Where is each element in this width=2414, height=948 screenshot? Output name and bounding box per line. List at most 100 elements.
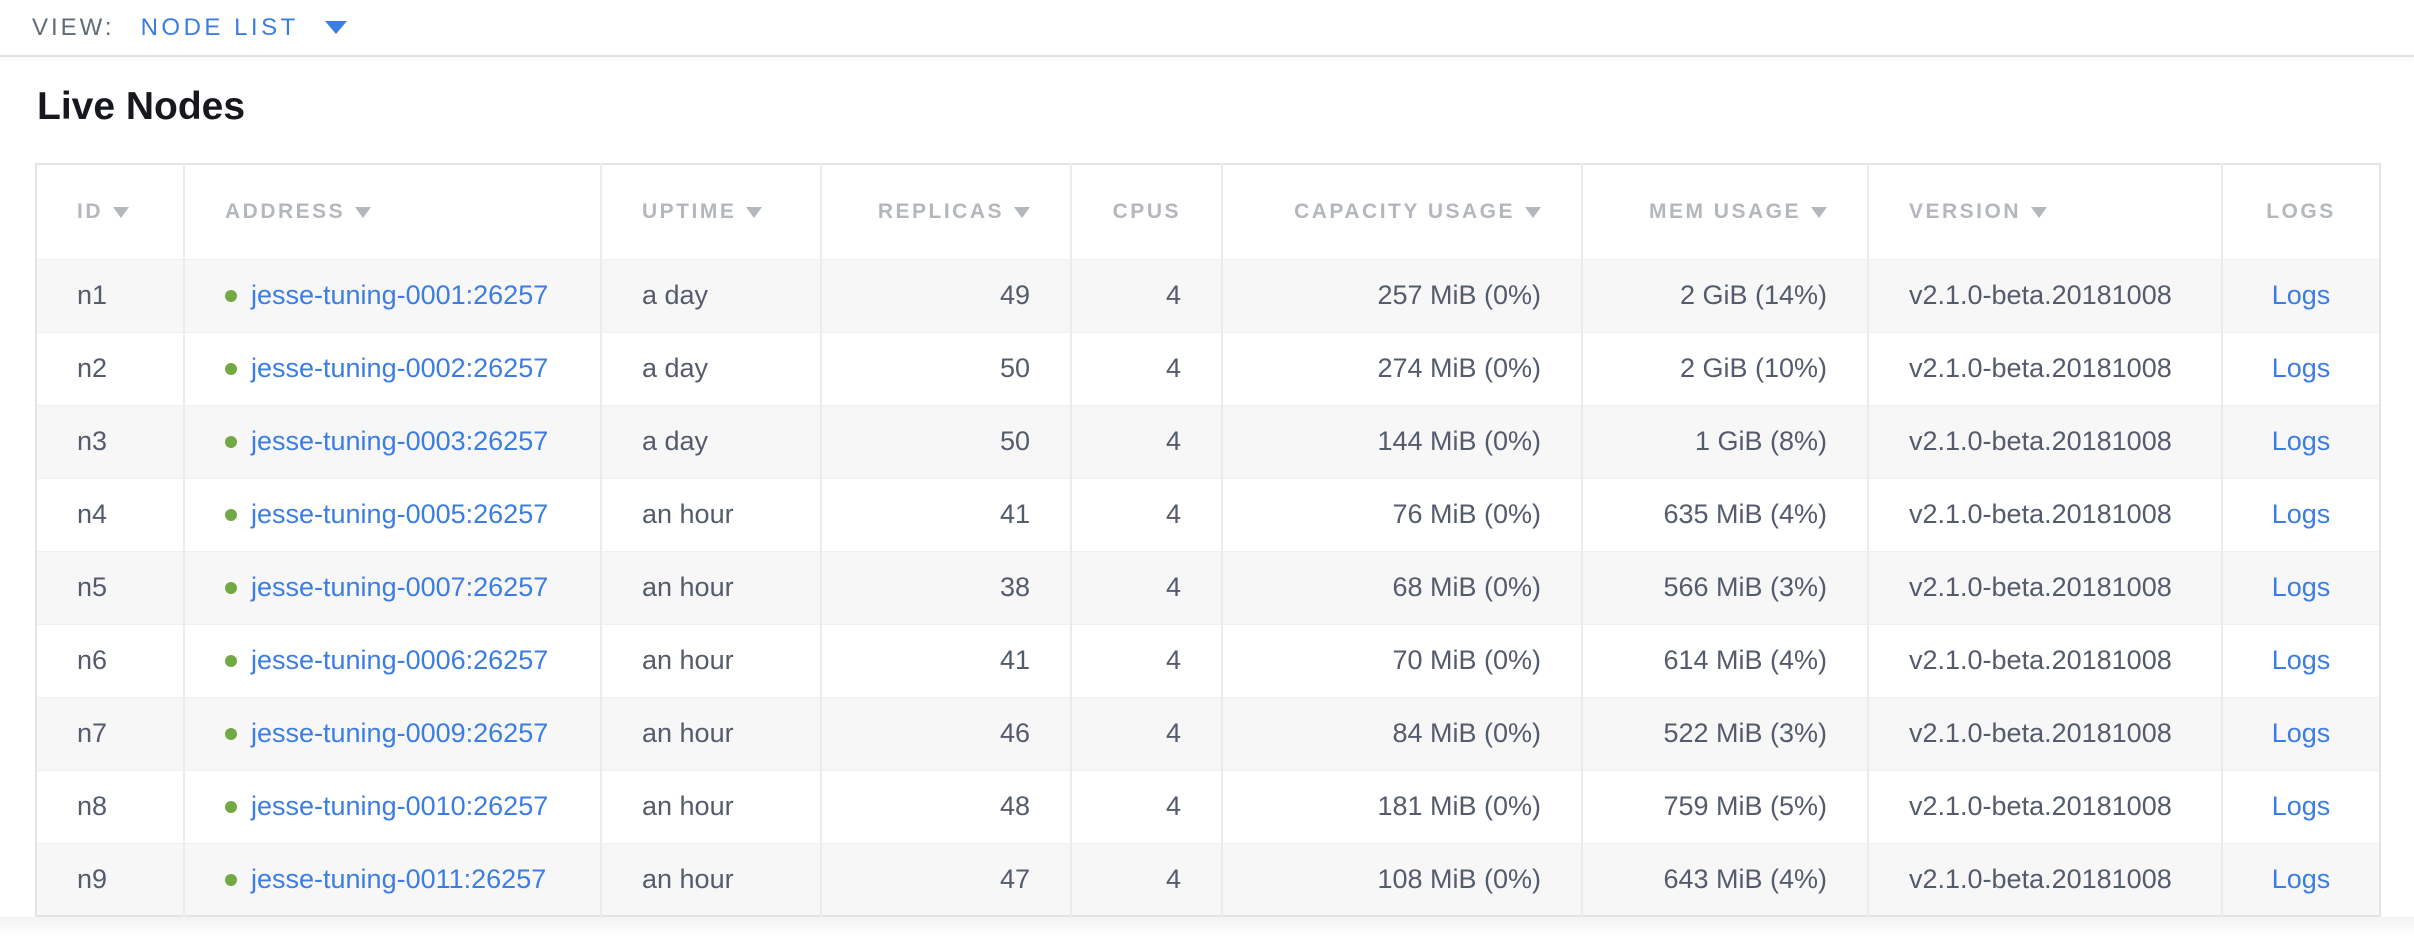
node-cpus-cell: 4 (1071, 623, 1223, 697)
node-logs-link[interactable]: Logs (2271, 791, 2331, 821)
node-version-cell: v2.1.0-beta.20181008 (1868, 477, 2223, 551)
column-header-version[interactable]: VERSION (1868, 164, 2223, 259)
node-logs-link[interactable]: Logs (2271, 863, 2331, 894)
column-header-address[interactable]: ADDRESS (184, 164, 602, 259)
node-address-link[interactable]: jesse-tuning-0009:26257 (251, 718, 549, 748)
sort-arrow-icon (1811, 206, 1827, 218)
node-address-link[interactable]: jesse-tuning-0011:26257 (251, 863, 547, 894)
node-replicas-cell: 49 (821, 258, 1072, 332)
node-uptime-cell: an hour (601, 477, 822, 551)
node-address-cell: jesse-tuning-0007:26257 (184, 550, 602, 624)
node-address-link[interactable]: jesse-tuning-0007:26257 (251, 572, 549, 602)
node-logs-cell: Logs (2222, 404, 2380, 478)
column-header-label: ADDRESS (225, 199, 346, 223)
node-id-cell: n4 (36, 477, 185, 551)
table-bottom-shadow (0, 917, 2414, 937)
view-label: VIEW: (32, 13, 115, 41)
sort-arrow-icon (2031, 206, 2048, 218)
node-status-healthy-icon (225, 582, 237, 594)
node-address-link[interactable]: jesse-tuning-0005:26257 (251, 499, 549, 529)
node-capacity-cell: 144 MiB (0%) (1222, 404, 1583, 478)
column-header-id[interactable]: ID (36, 164, 185, 259)
node-capacity-cell: 84 MiB (0%) (1222, 696, 1583, 770)
node-row-n2: n2 jesse-tuning-0002:26257 a day 50 4 274 MiB… (36, 331, 2380, 405)
node-id-cell: n8 (36, 769, 185, 843)
sort-arrow-icon (113, 206, 129, 218)
node-row-n5: n5 jesse-tuning-0007:26257 an hour 38 4 68 Mi… (36, 550, 2380, 624)
node-mem-cell: 614 MiB (4%) (1582, 623, 1869, 697)
node-logs-link[interactable]: Logs (2271, 280, 2331, 310)
node-version-cell: v2.1.0-beta.20181008 (1868, 404, 2223, 478)
column-header-label: CPUS (1112, 199, 1181, 223)
node-capacity-cell: 108 MiB (0%) (1222, 842, 1583, 916)
node-version-cell: v2.1.0-beta.20181008 (1868, 842, 2223, 916)
node-address-link[interactable]: jesse-tuning-0002:26257 (251, 353, 549, 383)
column-header-uptime[interactable]: UPTIME (601, 164, 822, 259)
column-header-capacity[interactable]: CAPACITY USAGE (1222, 164, 1583, 259)
node-status-healthy-icon (225, 436, 237, 448)
node-status-healthy-icon (225, 728, 237, 740)
sort-arrow-icon (746, 206, 763, 218)
node-id-cell: n9 (36, 842, 185, 916)
node-logs-link[interactable]: Logs (2271, 499, 2331, 529)
node-logs-cell: Logs (2222, 769, 2380, 843)
node-version-cell: v2.1.0-beta.20181008 (1868, 258, 2223, 332)
node-row-n3: n3 jesse-tuning-0003:26257 a day 50 4 144 MiB… (36, 404, 2380, 478)
node-version-cell: v2.1.0-beta.20181008 (1868, 550, 2223, 624)
node-address-cell: jesse-tuning-0002:26257 (184, 331, 602, 405)
node-uptime-cell: an hour (601, 623, 822, 697)
node-row-n9: n9 jesse-tuning-0011:26257 an hour 47 4 108 M… (36, 842, 2380, 916)
node-address-cell: jesse-tuning-0010:26257 (184, 769, 602, 843)
node-address-cell: jesse-tuning-0009:26257 (184, 696, 602, 770)
node-logs-cell: Logs (2222, 842, 2380, 916)
node-mem-cell: 522 MiB (3%) (1582, 696, 1869, 770)
node-capacity-cell: 76 MiB (0%) (1222, 477, 1583, 551)
node-address-link[interactable]: jesse-tuning-0010:26257 (251, 791, 549, 821)
node-logs-link[interactable]: Logs (2271, 353, 2331, 383)
node-replicas-cell: 47 (821, 842, 1072, 916)
node-cpus-cell: 4 (1071, 477, 1223, 551)
node-uptime-cell: an hour (601, 842, 822, 916)
column-header-label: ID (77, 199, 103, 223)
node-cpus-cell: 4 (1071, 550, 1223, 624)
sort-arrow-icon (1014, 206, 1030, 218)
column-header-label: LOGS (2266, 199, 2336, 223)
node-version-cell: v2.1.0-beta.20181008 (1868, 696, 2223, 770)
node-address-cell: jesse-tuning-0011:26257 (184, 842, 602, 916)
view-dropdown[interactable]: NODE LIST (141, 14, 347, 42)
column-header-label: REPLICAS (877, 199, 1004, 223)
node-address-link[interactable]: jesse-tuning-0006:26257 (251, 645, 549, 675)
node-address-cell: jesse-tuning-0005:26257 (184, 477, 602, 551)
node-row-n8: n8 jesse-tuning-0010:26257 an hour 48 4 181 M… (36, 769, 2380, 843)
node-capacity-cell: 274 MiB (0%) (1222, 331, 1583, 405)
node-uptime-cell: a day (601, 258, 822, 332)
node-logs-link[interactable]: Logs (2271, 718, 2331, 748)
node-address-link[interactable]: jesse-tuning-0001:26257 (251, 280, 549, 310)
node-logs-link[interactable]: Logs (2271, 572, 2331, 602)
node-id-cell: n3 (36, 404, 185, 478)
node-version-cell: v2.1.0-beta.20181008 (1868, 331, 2223, 405)
node-logs-link[interactable]: Logs (2271, 426, 2331, 456)
node-status-healthy-icon (225, 509, 237, 521)
node-mem-cell: 2 GiB (14%) (1582, 258, 1869, 332)
node-replicas-cell: 38 (821, 550, 1072, 624)
chevron-down-icon (324, 21, 347, 34)
node-capacity-cell: 70 MiB (0%) (1222, 623, 1583, 697)
node-address-link[interactable]: jesse-tuning-0003:26257 (251, 426, 549, 456)
view-selector-bar: VIEW: NODE LIST (0, 0, 2414, 57)
node-capacity-cell: 257 MiB (0%) (1222, 258, 1583, 332)
node-row-n4: n4 jesse-tuning-0005:26257 an hour 41 4 76 Mi… (36, 477, 2380, 551)
node-uptime-cell: an hour (601, 550, 822, 624)
page-title: Live Nodes (37, 85, 246, 128)
column-header-replicas[interactable]: REPLICAS (821, 164, 1072, 259)
node-replicas-cell: 48 (821, 769, 1072, 843)
node-logs-link[interactable]: Logs (2271, 645, 2331, 675)
node-cpus-cell: 4 (1071, 769, 1223, 843)
node-version-cell: v2.1.0-beta.20181008 (1868, 769, 2223, 843)
node-status-healthy-icon (225, 801, 237, 813)
node-capacity-cell: 68 MiB (0%) (1222, 550, 1583, 624)
node-id-cell: n1 (36, 258, 185, 332)
column-header-cpus: CPUS (1071, 164, 1223, 259)
column-header-mem[interactable]: MEM USAGE (1582, 164, 1869, 259)
table-body: n1 jesse-tuning-0001:26257 a day 49 4 257 MiB… (36, 258, 2380, 916)
